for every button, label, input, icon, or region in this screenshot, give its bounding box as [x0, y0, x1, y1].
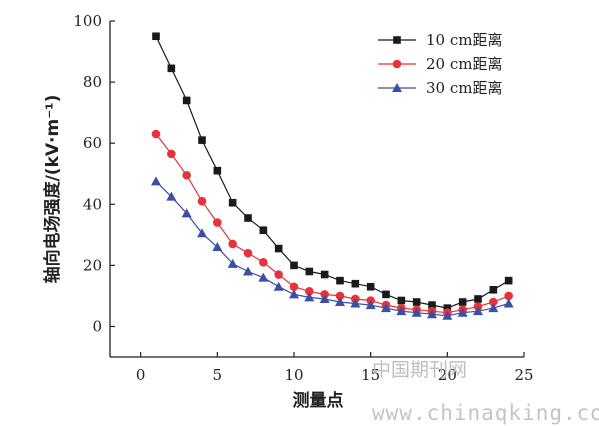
series-3 [151, 176, 514, 320]
data-point [442, 310, 453, 320]
data-point [366, 282, 375, 291]
series-line [155, 180, 509, 317]
data-point [167, 149, 176, 159]
y-tick-label: 100 [73, 12, 102, 30]
legend-marker [393, 36, 401, 44]
watermark-cn: 中国期刊网 [372, 359, 467, 381]
data-point [397, 296, 406, 305]
data-point [274, 244, 283, 253]
data-point [336, 276, 344, 285]
data-point [259, 258, 268, 267]
data-point [197, 196, 207, 206]
series-layer [151, 32, 514, 320]
data-point [212, 242, 223, 252]
series-line [155, 36, 510, 309]
data-point [273, 281, 284, 291]
data-point [258, 272, 269, 282]
data-point [227, 258, 238, 268]
data-point [166, 191, 177, 201]
data-point [351, 279, 360, 288]
data-point [213, 166, 222, 175]
data-point [473, 306, 483, 316]
data-point [243, 248, 253, 258]
data-point [412, 298, 421, 306]
data-point [289, 282, 299, 292]
data-point [457, 307, 468, 317]
data-point [350, 298, 361, 308]
legend-marker [392, 59, 402, 69]
data-point [443, 304, 452, 312]
data-point [365, 300, 376, 310]
legend-label: 20 cm距离 [426, 55, 502, 73]
axes: 0 5 10 15 20 25 0 20 40 60 80 100 [73, 12, 533, 384]
data-point [151, 176, 161, 186]
data-point [504, 291, 513, 301]
data-point [181, 208, 192, 218]
legend-marker [392, 83, 402, 92]
data-point [151, 129, 161, 139]
legend-entry: 20 cm距离 [378, 55, 502, 73]
legend-label: 10 cm距离 [426, 31, 502, 49]
legend-label: 30 cm距离 [426, 79, 502, 97]
data-point [228, 239, 237, 249]
data-point [319, 293, 330, 303]
data-point [382, 290, 390, 299]
data-point [489, 286, 498, 294]
legend: 10 cm距离 20 cm距离 30 cm距离 [378, 31, 502, 97]
x-tick-label: 25 [514, 366, 533, 384]
y-axis-title: 轴向电场强度/(kV·m⁻¹) [42, 95, 63, 284]
data-point [228, 198, 237, 207]
data-point [381, 303, 391, 313]
data-point [503, 298, 514, 308]
data-point [396, 306, 407, 316]
x-tick-label: 15 [361, 366, 380, 384]
y-tick-label: 80 [83, 73, 102, 91]
data-point [259, 226, 268, 235]
series-1 [152, 32, 513, 312]
data-point [167, 64, 176, 73]
data-point [290, 261, 298, 270]
data-point [488, 303, 499, 313]
data-point [198, 136, 206, 144]
data-point [428, 301, 436, 309]
x-tick-label: 20 [438, 366, 457, 384]
series-line [155, 133, 509, 314]
y-tick-label: 20 [83, 256, 102, 274]
y-tick-label: 60 [83, 134, 102, 152]
data-point [320, 270, 329, 279]
data-point [304, 292, 315, 302]
data-point [305, 267, 314, 276]
data-point [458, 298, 467, 306]
y-tick-label: 40 [83, 195, 102, 213]
data-point [427, 309, 437, 319]
x-axis-title: 测量点 [293, 390, 344, 411]
data-point [474, 295, 482, 303]
data-point [182, 96, 191, 105]
legend-entry: 30 cm距离 [378, 79, 502, 97]
data-point [152, 32, 160, 41]
data-point [411, 307, 422, 317]
data-point [274, 270, 283, 279]
series-2 [151, 129, 513, 318]
data-point [335, 297, 345, 307]
data-point [243, 266, 253, 276]
data-point [213, 218, 222, 227]
data-point [197, 228, 207, 238]
data-point [305, 287, 314, 296]
x-tick-label: 0 [136, 366, 146, 384]
y-tick-label: 0 [92, 317, 102, 335]
legend-entry: 10 cm距离 [378, 31, 502, 49]
data-point [335, 291, 345, 301]
data-point [504, 276, 513, 285]
data-point [182, 170, 191, 180]
data-point [289, 289, 299, 299]
watermark-url: www.chinaqking.com [372, 401, 599, 425]
data-point [244, 214, 252, 222]
data-point [489, 297, 498, 307]
x-tick-label: 10 [284, 366, 303, 384]
x-tick-label: 5 [213, 366, 223, 384]
